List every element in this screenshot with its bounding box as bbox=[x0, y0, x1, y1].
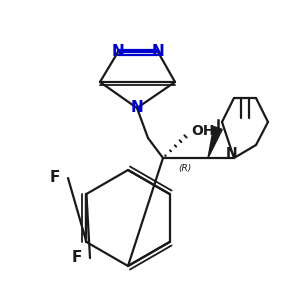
Text: N: N bbox=[152, 44, 164, 60]
Text: N: N bbox=[131, 101, 143, 116]
Text: OH: OH bbox=[191, 124, 214, 138]
Text: F: F bbox=[72, 250, 82, 265]
Text: N: N bbox=[226, 146, 238, 160]
Text: N: N bbox=[112, 44, 124, 60]
Text: F: F bbox=[50, 171, 60, 185]
Polygon shape bbox=[208, 126, 222, 158]
Text: (R): (R) bbox=[178, 164, 192, 172]
